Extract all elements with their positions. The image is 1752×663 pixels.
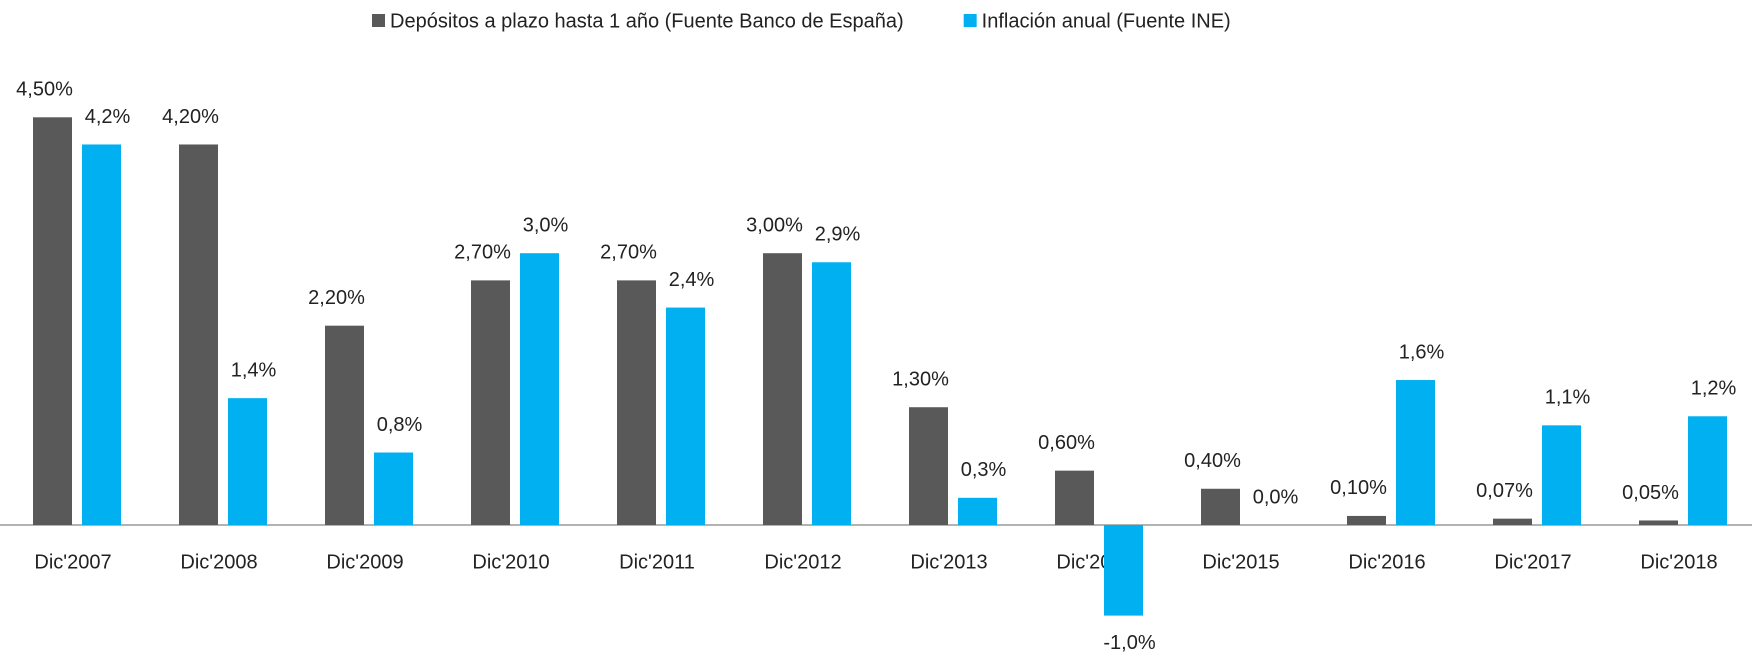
- bar: [1493, 518, 1532, 525]
- data-label: 0,0%: [1253, 486, 1299, 508]
- data-label: -1,0%: [1103, 632, 1155, 654]
- legend-swatch: [372, 14, 385, 27]
- x-tick-label: Dic'2009: [326, 551, 403, 573]
- data-label: 1,30%: [892, 369, 949, 391]
- bar: [33, 117, 72, 526]
- data-label: 1,1%: [1545, 387, 1591, 409]
- data-label: 4,50%: [16, 79, 73, 101]
- x-tick-label: Dic'2008: [180, 551, 257, 573]
- legend-label: Inflación anual (Fuente INE): [982, 10, 1231, 32]
- data-label: 2,70%: [454, 242, 511, 264]
- data-label: 3,0%: [523, 214, 569, 236]
- data-label: 2,9%: [815, 224, 861, 246]
- legend-swatch: [963, 14, 977, 27]
- data-label: 1,4%: [231, 359, 277, 381]
- bar: [617, 280, 656, 525]
- data-label: 0,60%: [1038, 432, 1095, 454]
- data-label: 0,07%: [1476, 480, 1533, 502]
- data-label: 2,70%: [600, 242, 657, 264]
- x-tick-label: Dic'2016: [1348, 551, 1425, 573]
- bar: [1396, 380, 1435, 525]
- bar: [1055, 470, 1094, 525]
- bar: [958, 497, 997, 525]
- data-label: 4,2%: [85, 106, 131, 128]
- bar: [1542, 425, 1581, 525]
- data-label: 0,40%: [1184, 450, 1241, 472]
- bar: [179, 144, 218, 526]
- bar: [812, 262, 851, 525]
- data-label: 0,05%: [1622, 482, 1679, 504]
- bar: [666, 307, 705, 525]
- bar: [228, 398, 267, 525]
- data-label: 4,20%: [162, 106, 219, 128]
- data-label: 2,20%: [308, 287, 365, 309]
- bar: [909, 407, 948, 525]
- bar: [1201, 488, 1240, 525]
- x-tick-label: Dic'2007: [34, 551, 111, 573]
- x-tick-label: Dic'2015: [1202, 551, 1279, 573]
- data-label: 0,8%: [377, 414, 423, 436]
- x-tick-label: Dic'2010: [472, 551, 549, 573]
- x-tick-label: Dic'2012: [764, 551, 841, 573]
- data-label: 3,00%: [746, 214, 803, 236]
- data-label: 1,6%: [1399, 341, 1445, 363]
- bar: [471, 280, 510, 525]
- x-tick-label: Dic'2017: [1494, 551, 1571, 573]
- bar: [1104, 525, 1143, 616]
- bar: [325, 325, 364, 525]
- data-label: 0,3%: [961, 459, 1007, 481]
- bar: [763, 253, 802, 525]
- bar: [1639, 520, 1678, 525]
- bar: [374, 452, 413, 525]
- bar: [82, 144, 121, 526]
- bar: [520, 253, 559, 525]
- data-label: 0,10%: [1330, 477, 1387, 499]
- bar: [1688, 416, 1727, 525]
- x-tick-label: Dic'2011: [619, 551, 695, 573]
- x-tick-label: Dic'2018: [1640, 551, 1717, 573]
- data-label: 1,2%: [1691, 378, 1737, 400]
- x-tick-label: Dic'2013: [910, 551, 987, 573]
- legend-label: Depósitos a plazo hasta 1 año (Fuente Ba…: [390, 10, 904, 32]
- data-label: 2,4%: [669, 269, 715, 291]
- bar: [1347, 515, 1386, 525]
